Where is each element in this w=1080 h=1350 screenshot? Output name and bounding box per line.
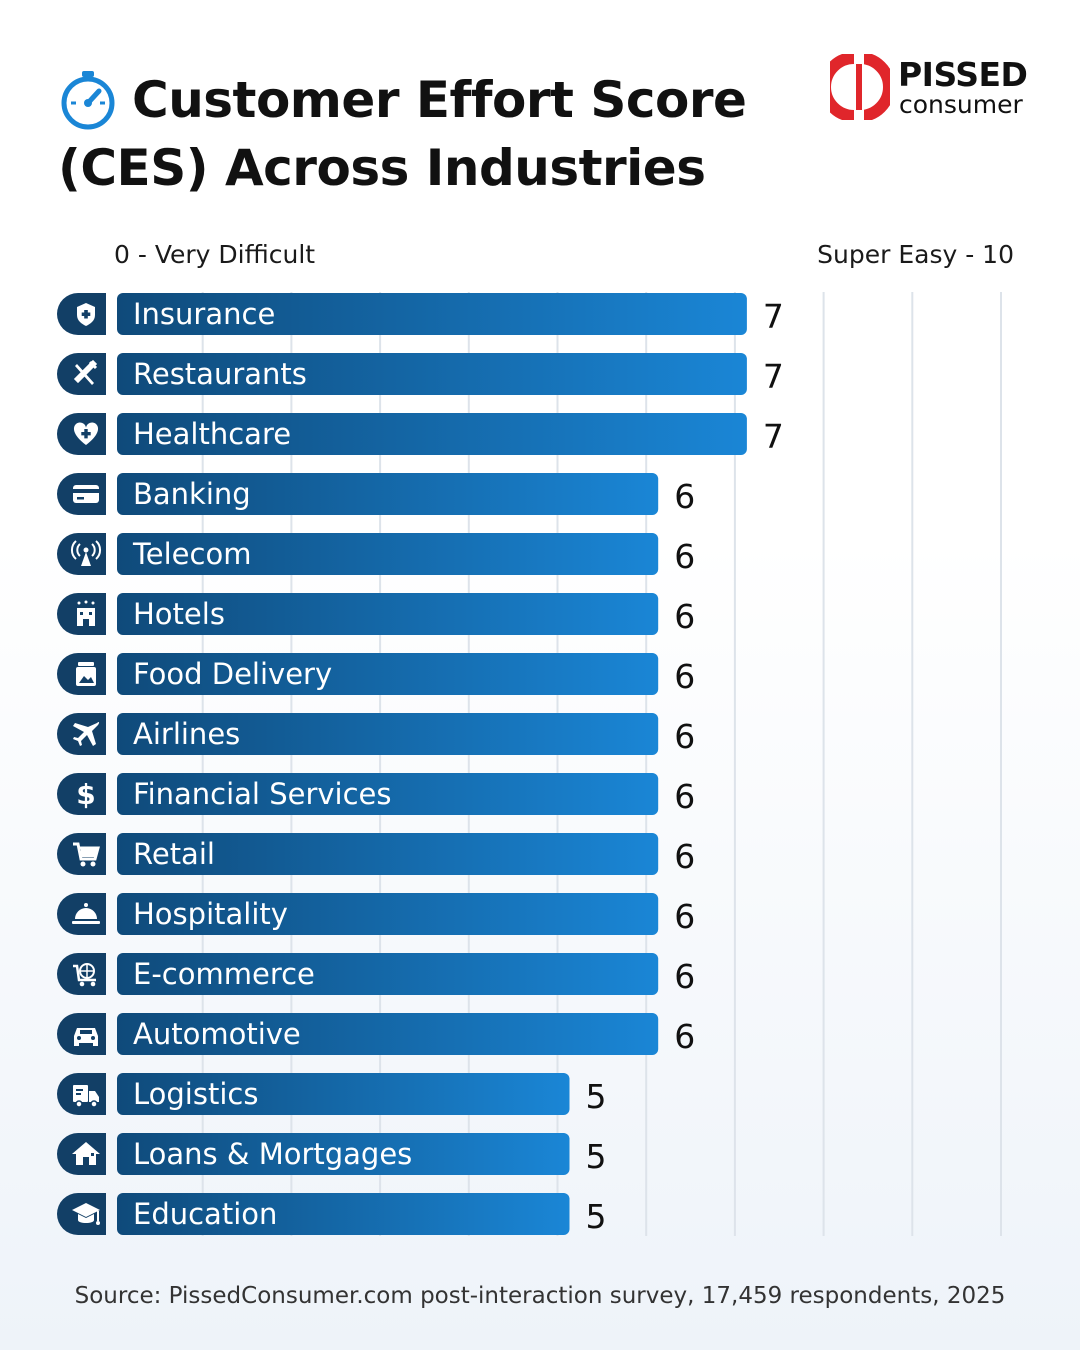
truck-icon: [73, 1085, 99, 1108]
bar-label: Retail: [133, 837, 215, 871]
logo-word-pissed: PISSED: [898, 55, 1028, 94]
bar-label: Healthcare: [133, 417, 291, 451]
bar-label: Education: [133, 1197, 277, 1231]
bar: [117, 413, 747, 455]
bar-label: Insurance: [133, 297, 275, 331]
airplane-icon: [73, 721, 100, 746]
bar: [117, 1193, 570, 1235]
bar-label: Banking: [133, 477, 251, 511]
bar: [117, 353, 747, 395]
car-icon: [74, 1028, 98, 1046]
value-label: 5: [586, 1077, 607, 1116]
cart-icon: [73, 842, 100, 867]
bar: [117, 653, 659, 695]
bar: [117, 833, 659, 875]
bar-label: Hospitality: [133, 897, 288, 931]
globe-cart-icon: [73, 963, 96, 987]
bar-label: E-commerce: [133, 957, 315, 991]
logo-word-consumer: consumer: [899, 90, 1023, 119]
bar: [117, 1073, 570, 1115]
bar: [117, 593, 659, 635]
bar: [117, 713, 659, 755]
bar-label: Airlines: [133, 717, 240, 751]
cloche-icon: [72, 903, 100, 924]
house-icon: [72, 1142, 100, 1165]
axis-min-label: 0 - Very Difficult: [114, 240, 316, 269]
value-label: 6: [674, 537, 695, 576]
value-label: 5: [586, 1137, 607, 1176]
value-label: 6: [674, 897, 695, 936]
bar: [117, 473, 659, 515]
antenna-icon: [70, 540, 102, 566]
chart-title-line-1: Customer Effort Score: [132, 71, 747, 129]
bar-label: Automotive: [133, 1017, 301, 1051]
value-label: 7: [763, 417, 784, 456]
value-label: 6: [674, 1017, 695, 1056]
hotel-icon: [77, 600, 95, 626]
bar: [117, 1133, 570, 1175]
value-label: 6: [674, 657, 695, 696]
bar-label: Loans & Mortgages: [133, 1137, 412, 1171]
bar-label: Telecom: [132, 537, 251, 571]
title-block: Customer Effort Score (CES) Across Indus…: [58, 66, 818, 202]
dollar-icon: $: [76, 778, 95, 811]
axis-max-label: Super Easy - 10: [817, 240, 1014, 269]
bar-label: Logistics: [133, 1077, 258, 1111]
source-note: Source: PissedConsumer.com post-interact…: [74, 1283, 1006, 1309]
value-label: 6: [674, 477, 695, 516]
bar: [117, 1013, 659, 1055]
value-label: 5: [586, 1197, 607, 1236]
value-label: 6: [674, 597, 695, 636]
bar-label: Restaurants: [133, 357, 307, 391]
title-line-1: Customer Effort Score: [58, 66, 818, 134]
icon-badge: [57, 773, 106, 815]
value-label: 6: [674, 717, 695, 756]
icon-badge: [57, 713, 106, 755]
bar-label: Hotels: [133, 597, 225, 631]
shield-icon: [77, 303, 95, 326]
value-label: 6: [674, 777, 695, 816]
fork-knife-icon: [73, 359, 98, 385]
bar-label: Financial Services: [133, 777, 392, 811]
chart-title-line-2: (CES) Across Industries: [58, 139, 706, 197]
value-label: 7: [763, 357, 784, 396]
icon-badge: [57, 533, 106, 575]
bar: [117, 953, 659, 995]
heart-plus-icon: [73, 422, 99, 445]
stopwatch-gauge-icon: [61, 71, 115, 130]
brand-logo: PISSED consumer: [830, 54, 1042, 120]
food-jar-icon: [76, 662, 96, 686]
value-label: 6: [674, 837, 695, 876]
bar: [117, 533, 659, 575]
bar-label: Food Delivery: [133, 657, 332, 691]
credit-card-icon: [73, 485, 99, 503]
logo-mark-icon: [830, 54, 890, 120]
value-label: 7: [763, 297, 784, 336]
svg-text:$: $: [76, 778, 95, 811]
bar: [117, 893, 659, 935]
bar: [117, 293, 747, 335]
value-label: 6: [674, 957, 695, 996]
bar: [117, 773, 659, 815]
graduation-cap-icon: [72, 1203, 100, 1225]
